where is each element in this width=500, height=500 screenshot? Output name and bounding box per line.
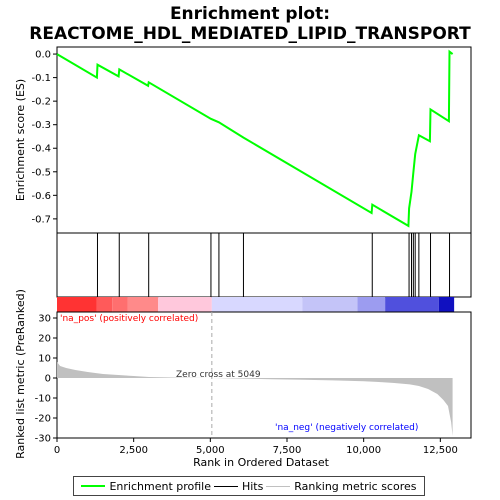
zero-cross-label: Zero cross at 5049 bbox=[176, 370, 261, 380]
enrichment-score-panel: 0.0 -0.1 -0.2 -0.3 -0.4 -0.5 -0.6 -0.7 bbox=[31, 46, 472, 234]
es-y-tick-label: -0.7 bbox=[31, 214, 51, 225]
x-axis-label: Rank in Ordered Dataset bbox=[193, 456, 330, 469]
es-y-axis-label: Enrichment score (ES) bbox=[14, 79, 27, 201]
x-tick-label: 7,500 bbox=[273, 445, 302, 456]
chart-legend: Enrichment profile Hits Ranking metric s… bbox=[73, 476, 425, 496]
metric-y-tick-label: -10 bbox=[35, 394, 51, 405]
es-y-tick-label: -0.6 bbox=[31, 191, 51, 202]
hits-panel bbox=[56, 232, 472, 298]
es-y-tick-label: -0.5 bbox=[31, 167, 51, 178]
legend-swatch-hits bbox=[213, 485, 238, 487]
chart-title-line1: Enrichment plot: bbox=[170, 4, 330, 24]
es-y-tick-label: -0.1 bbox=[31, 73, 51, 84]
color-bar-segment bbox=[158, 297, 212, 312]
ranking-color-bar bbox=[57, 297, 455, 312]
metric-y-axis-label: Ranked list metric (PreRanked) bbox=[14, 289, 27, 459]
es-y-tick-label: -0.2 bbox=[31, 97, 51, 108]
ranked-metric-panel: 30 20 10 0 -10 -20 -30 0 2,500 5,000 7,500 10,000 1… bbox=[35, 311, 472, 456]
color-bar-segment bbox=[438, 297, 455, 312]
metric-y-tick-label: 20 bbox=[38, 334, 51, 345]
ranking-metric-area bbox=[57, 362, 453, 436]
color-bar-segment bbox=[57, 297, 97, 312]
legend-label-enrichment-profile: Enrichment profile bbox=[109, 479, 211, 493]
metric-y-tick-label: -30 bbox=[35, 434, 51, 445]
legend-item-ranking-metric-scores: Ranking metric scores bbox=[266, 480, 416, 493]
color-bar-segment bbox=[127, 297, 159, 312]
legend-item-enrichment-profile: Enrichment profile bbox=[81, 480, 211, 493]
metric-y-tick-label: 0 bbox=[45, 374, 51, 385]
color-bar-segment bbox=[385, 297, 439, 312]
enrichment-profile-line bbox=[56, 49, 454, 228]
es-y-tick-label: -0.4 bbox=[31, 144, 51, 155]
metric-y-tick-label: -20 bbox=[35, 414, 51, 425]
x-tick-label: 10,000 bbox=[346, 445, 381, 456]
x-tick-label: 0 bbox=[54, 445, 60, 456]
metric-y-tick-label: 10 bbox=[38, 354, 51, 365]
positive-correlation-label: 'na_pos' (positively correlated) bbox=[60, 314, 198, 324]
legend-swatch-enrichment-profile bbox=[81, 485, 106, 487]
color-bar-segment bbox=[211, 297, 303, 312]
color-bar-segment bbox=[302, 297, 358, 312]
x-tick-label: 5,000 bbox=[196, 445, 225, 456]
legend-label-ranking-metric-scores: Ranking metric scores bbox=[294, 479, 417, 493]
x-tick-label: 2,500 bbox=[119, 445, 148, 456]
legend-item-hits: Hits bbox=[213, 479, 264, 493]
x-tick-label: 12,500 bbox=[423, 445, 458, 456]
color-bar-segment bbox=[96, 297, 113, 312]
legend-swatch-ranking-metric-scores bbox=[266, 485, 291, 487]
color-bar-segment bbox=[112, 297, 128, 312]
metric-panel-frame bbox=[56, 311, 472, 439]
negative-correlation-label: 'na_neg' (negatively correlated) bbox=[275, 423, 418, 433]
es-panel-frame bbox=[56, 46, 472, 234]
es-y-tick-label: 0.0 bbox=[35, 50, 51, 61]
legend-label-hits: Hits bbox=[241, 479, 264, 493]
chart-title-line2: REACTOME_HDL_MEDIATED_LIPID_TRANSPORT bbox=[29, 24, 471, 44]
color-bar-segment bbox=[357, 297, 386, 312]
metric-y-tick-label: 30 bbox=[38, 314, 51, 325]
es-y-tick-label: -0.3 bbox=[31, 120, 51, 131]
